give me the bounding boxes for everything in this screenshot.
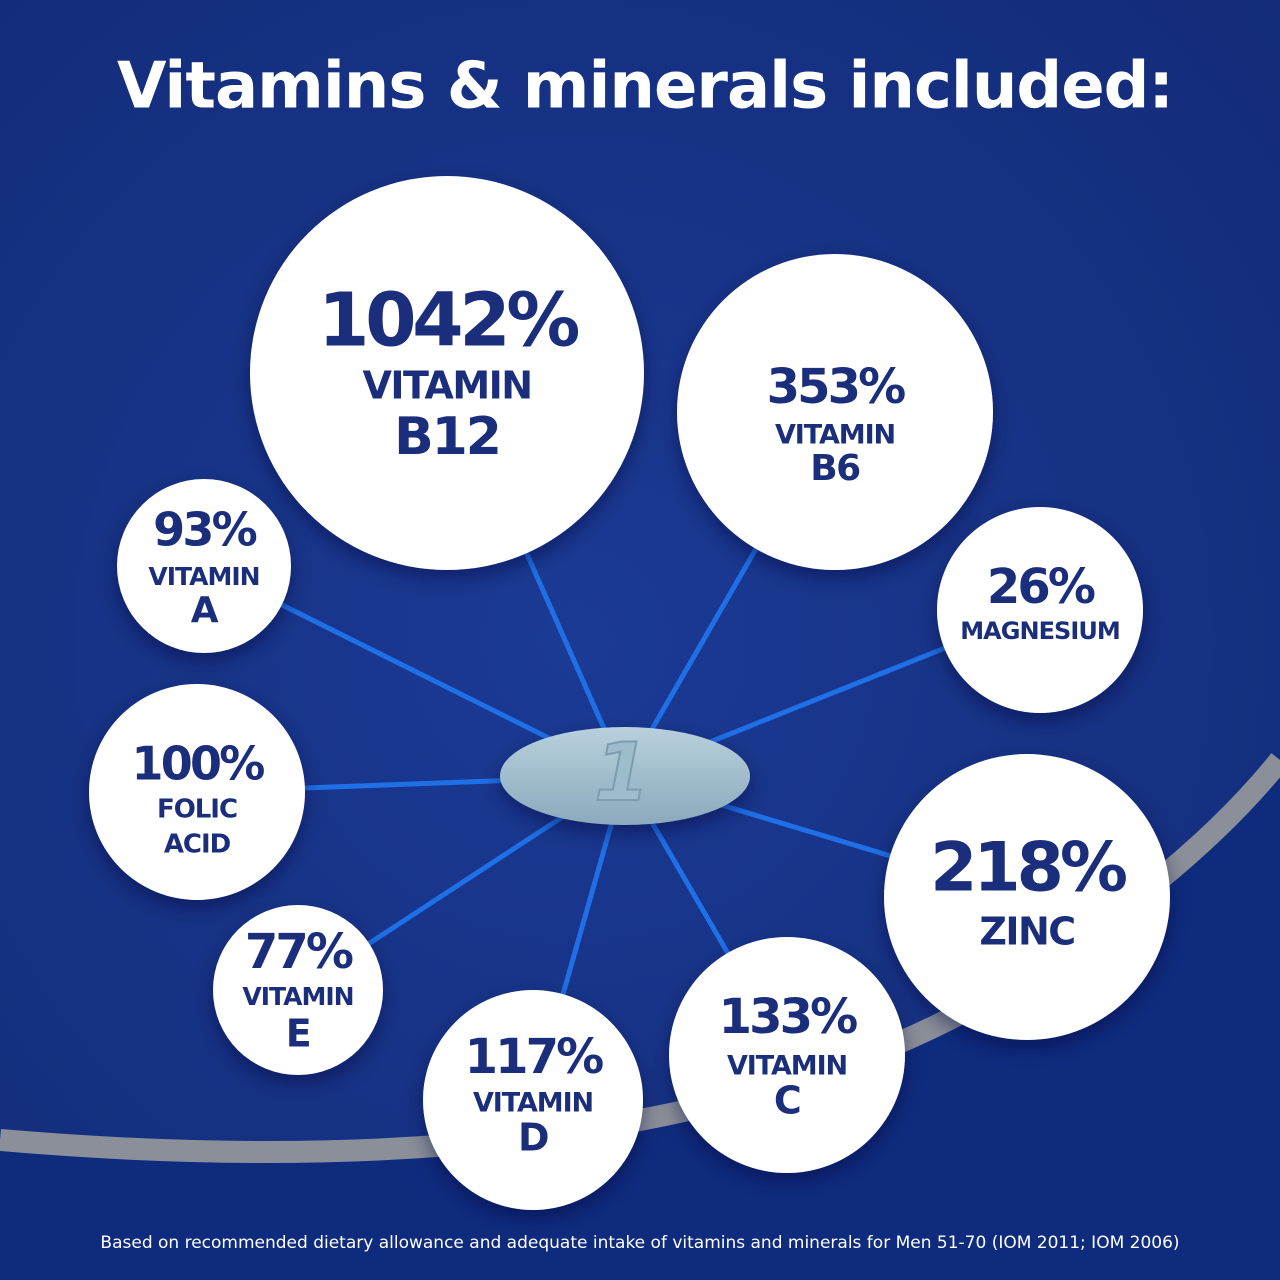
badge-circle [250, 176, 644, 570]
pill-emboss: 1 [594, 726, 650, 819]
nutrient-name: FOLIC [157, 795, 237, 825]
badge-circle [884, 754, 1170, 1040]
nutrient-name: VITAMIN [242, 982, 353, 1011]
nutrient-name: E [286, 1012, 310, 1056]
percent: 26% [987, 559, 1095, 615]
nutrient-name: VITAMIN [148, 562, 259, 591]
nutrient-name: B12 [394, 407, 500, 467]
percent: 117% [465, 1029, 604, 1085]
badge-circle [669, 937, 905, 1173]
percent: 100% [131, 737, 264, 791]
pill [500, 727, 750, 825]
nutrient-name: ZINC [979, 910, 1074, 954]
nutrient-name: ACID [164, 830, 231, 860]
percent: 93% [153, 503, 256, 557]
badge-circle [677, 254, 993, 570]
nutrient-name: MAGNESIUM [960, 617, 1120, 645]
percent: 1042% [318, 278, 578, 364]
badge-circle [423, 990, 643, 1210]
nutrient-name: A [191, 590, 219, 631]
nutrient-name: B6 [810, 448, 860, 489]
nutrient-name: D [518, 1116, 548, 1160]
nutrient-name: VITAMIN [362, 364, 531, 408]
nutrient-name: VITAMIN [775, 420, 895, 451]
percent: 218% [930, 829, 1126, 908]
nutrient-name: C [774, 1079, 800, 1123]
nutrient-badge: 26%MAGNESIUM [937, 507, 1143, 713]
badge-circle [117, 479, 291, 653]
nutrient-name: VITAMIN [727, 1051, 847, 1082]
percent: 77% [245, 924, 353, 980]
footnote: Based on recommended dietary allowance a… [100, 1233, 1179, 1253]
title: Vitamins & minerals included: [117, 50, 1173, 124]
nutrient-badge: 218%ZINC [884, 754, 1170, 1040]
percent: 133% [719, 989, 858, 1045]
badge-circle [937, 507, 1143, 713]
nutrient-badge: 100% FOLIC ACID [89, 684, 305, 900]
badge-circle [89, 684, 305, 900]
nutrient-name: VITAMIN [473, 1088, 593, 1119]
badge-circle [213, 905, 383, 1075]
percent: 353% [767, 359, 906, 415]
lower-band [0, 760, 1280, 1280]
